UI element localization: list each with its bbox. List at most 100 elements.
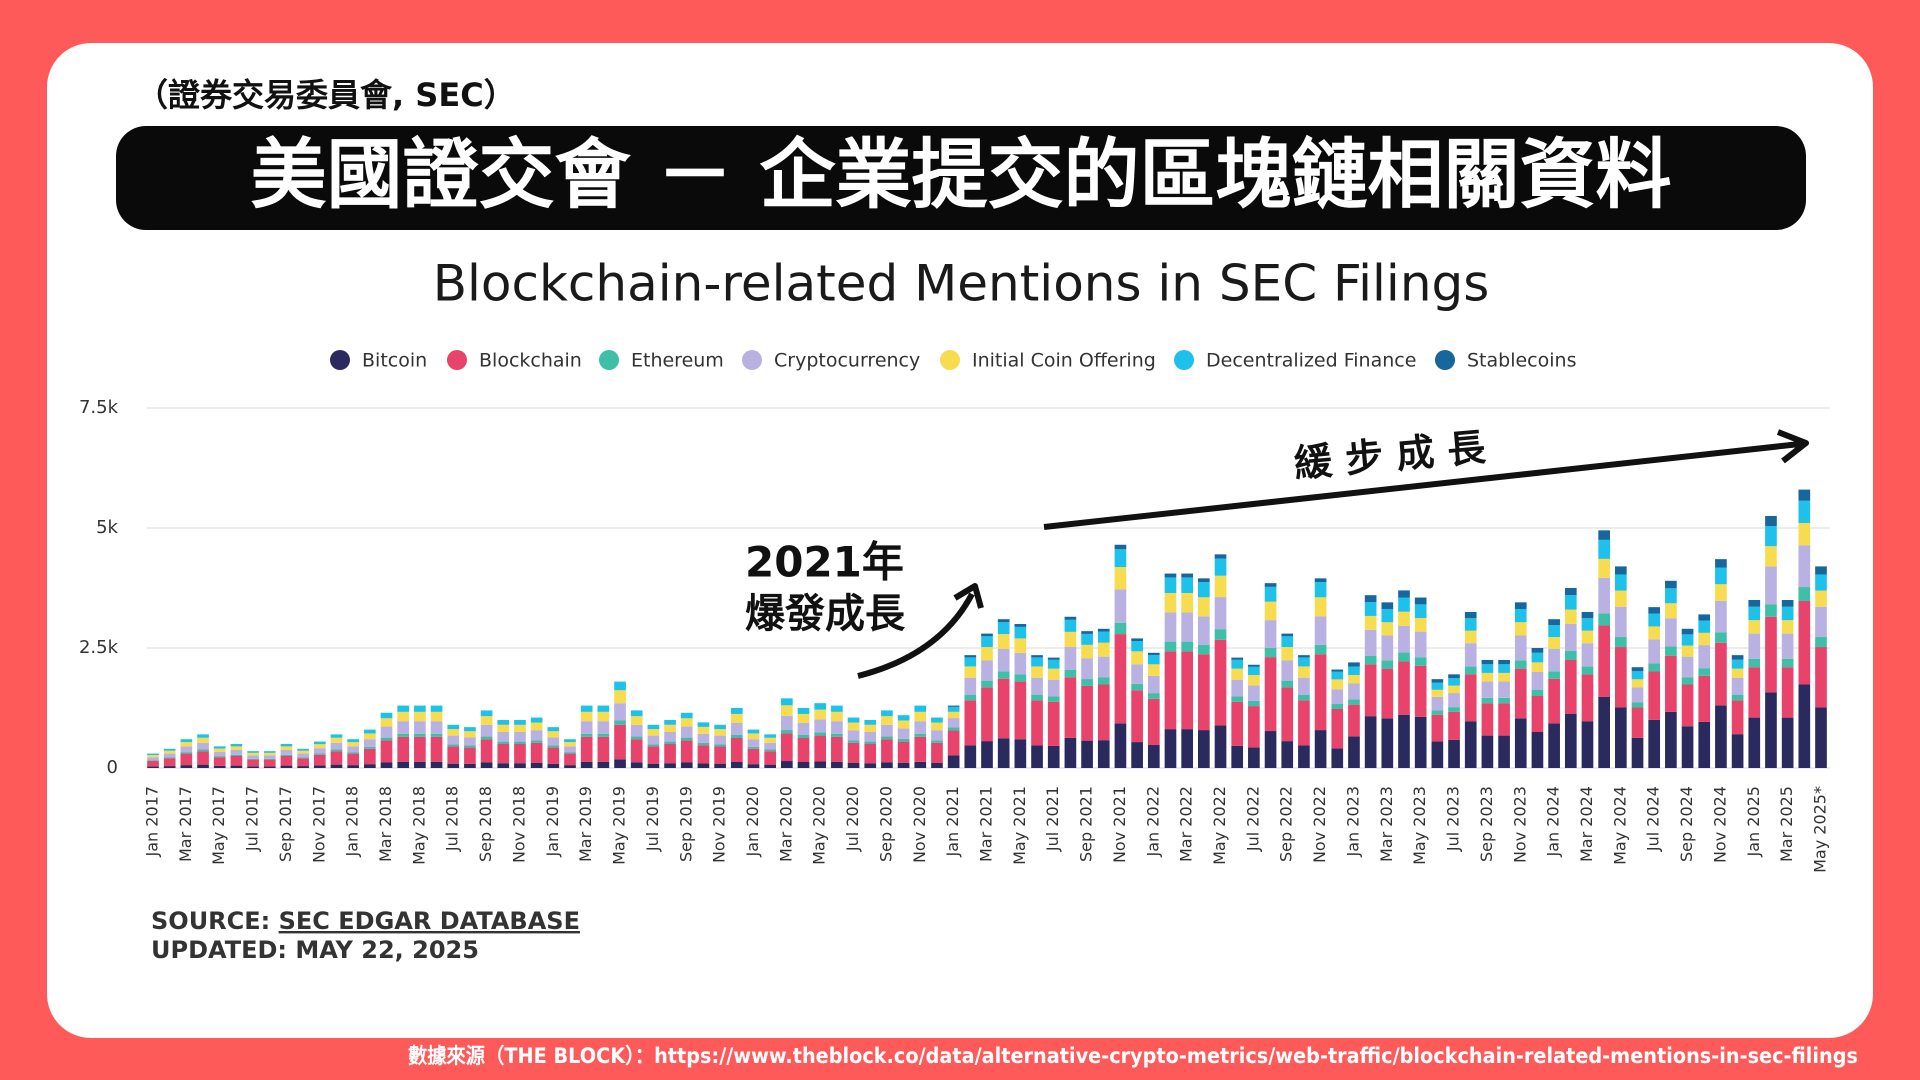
bar-segment <box>163 748 176 751</box>
bar-segment <box>764 742 776 750</box>
bar-segment <box>1698 721 1711 768</box>
bar-segment <box>430 733 443 737</box>
bar-segment <box>1031 694 1043 701</box>
bar-segment <box>597 721 610 734</box>
bar-segment <box>1781 633 1794 659</box>
bar-segment <box>1298 677 1310 695</box>
bar-segment <box>1748 717 1761 768</box>
bar-segment <box>1298 694 1310 701</box>
bar-segment <box>180 752 193 754</box>
bar-segment <box>1348 675 1360 684</box>
bar-segment <box>1398 590 1410 598</box>
bar-segment <box>1314 578 1327 583</box>
bar-segment <box>414 761 426 768</box>
x-tick-label: Jan 2020 <box>743 786 762 857</box>
bar-segment <box>1631 667 1644 672</box>
bar-segment <box>1364 716 1377 768</box>
bar-segment <box>1248 700 1260 707</box>
bar-segment <box>397 721 410 734</box>
bar-segment <box>1665 646 1677 656</box>
bar-segment <box>1481 672 1494 682</box>
legend-marker <box>599 350 619 370</box>
bar-segment <box>480 724 493 737</box>
bar-segment <box>997 738 1010 768</box>
bar-segment <box>1548 671 1560 679</box>
bar-segment <box>163 757 176 759</box>
bar-segment <box>1314 616 1327 645</box>
bar-segment <box>1031 666 1043 678</box>
bar-segment <box>814 761 827 768</box>
bar-segment <box>1014 681 1027 740</box>
bar-segment <box>1431 679 1444 683</box>
bar-segment <box>1331 671 1344 680</box>
bar-segment <box>897 738 910 742</box>
bar-segment <box>380 762 393 768</box>
bar-segment <box>263 755 276 759</box>
bar-segment <box>530 740 543 743</box>
title-banner <box>116 126 1806 230</box>
bar-segment <box>1198 644 1210 655</box>
bar-segment <box>747 739 760 747</box>
bar-segment <box>697 722 710 727</box>
bar-segment <box>197 749 209 752</box>
bar-segment <box>1748 606 1761 621</box>
bar-segment <box>1181 651 1193 730</box>
bar-segment <box>1665 655 1677 712</box>
x-tick-label: Jul 2021 <box>1043 786 1062 852</box>
legend-label: Blockchain <box>479 350 582 372</box>
bar-segment <box>881 724 893 737</box>
bar-segment <box>1231 659 1244 669</box>
bar-segment <box>147 760 159 767</box>
bar-segment <box>313 748 326 754</box>
bar-segment <box>347 752 359 754</box>
bar-segment <box>547 737 560 746</box>
bar-segment <box>964 745 977 768</box>
bar-segment <box>1631 702 1644 708</box>
legend-label: Decentralized Finance <box>1206 350 1416 372</box>
bar-segment <box>1731 694 1744 701</box>
bar-segment <box>1815 606 1827 637</box>
bar-segment <box>664 741 676 744</box>
bar-segment <box>1815 636 1827 648</box>
bar-segment <box>163 766 176 768</box>
bar-segment <box>1414 597 1427 605</box>
bar-segment <box>781 705 793 716</box>
bar-segment <box>630 710 643 717</box>
bar-segment <box>464 745 476 748</box>
bar-segment <box>564 753 576 766</box>
bar-segment <box>464 737 476 746</box>
bar-segment <box>1014 638 1027 653</box>
bar-segment <box>1765 546 1777 567</box>
x-tick-label: May 2025* <box>1811 786 1830 873</box>
bar-segment <box>1214 597 1227 630</box>
bar-segment <box>364 764 376 768</box>
bar-segment <box>1414 716 1427 768</box>
bar-segment <box>280 765 293 768</box>
bar-segment <box>831 711 843 722</box>
bar-segment <box>1198 582 1210 598</box>
bar-segment <box>1748 633 1761 659</box>
bar-segment <box>1748 658 1761 668</box>
annotation: 爆發成長 <box>745 591 906 637</box>
bar-segment <box>1181 577 1193 593</box>
bar-segment <box>414 721 426 734</box>
bar-segment <box>1097 656 1110 678</box>
bar-segment <box>847 717 860 723</box>
bar-segment <box>1448 707 1460 712</box>
bar-segment <box>1081 740 1093 768</box>
bar-segment <box>514 732 526 742</box>
bar-segment <box>781 715 793 730</box>
bar-segment <box>931 717 943 723</box>
bar-segment <box>1464 674 1477 722</box>
bar-segment <box>1481 681 1494 698</box>
bar-segment <box>1615 647 1627 708</box>
bar-segment <box>1581 630 1594 644</box>
header-title: 美國證交會 － 企業提交的區塊鏈相關資料 <box>251 130 1672 219</box>
bar-segment <box>1615 707 1627 768</box>
bar-segment <box>297 748 309 751</box>
bar-segment <box>547 727 560 732</box>
bar-segment <box>897 762 910 768</box>
legend-label: Cryptocurrency <box>774 350 920 372</box>
bar-segment <box>1815 647 1827 708</box>
